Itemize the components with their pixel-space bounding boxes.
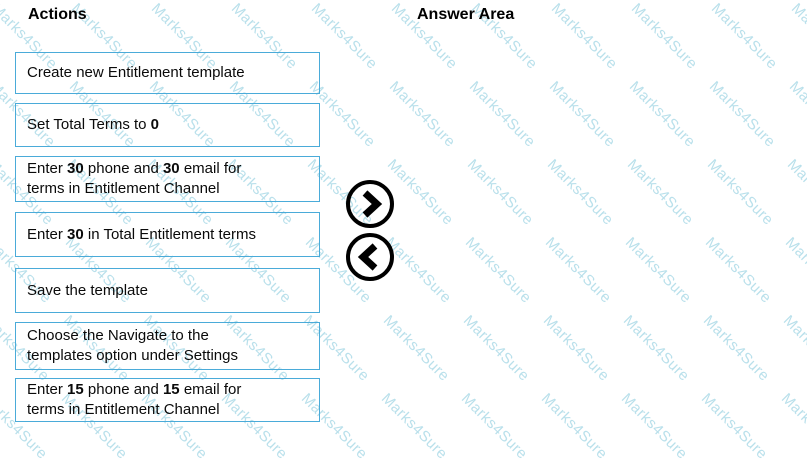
- action-item-label: Save the template: [27, 281, 148, 299]
- action-item-label: Enter 15 phone and 15 email for terms in …: [27, 381, 242, 418]
- answer-area-heading: Answer Area: [417, 6, 515, 23]
- action-item-label: Choose the Navigate to the templates opti…: [27, 327, 238, 364]
- chevron-right-icon: [350, 184, 390, 224]
- chevron-left-icon: [350, 237, 390, 277]
- action-item[interactable]: Choose the Navigate to the templates opti…: [15, 322, 320, 370]
- move-left-button[interactable]: [346, 233, 394, 281]
- move-right-button[interactable]: [346, 180, 394, 228]
- action-item[interactable]: Enter 15 phone and 15 email for terms in …: [15, 378, 320, 422]
- action-item-label: Enter 30 in Total Entitlement terms: [27, 225, 257, 243]
- action-item-label: Enter 30 phone and 30 email for terms in …: [27, 160, 242, 197]
- actions-heading: Actions: [28, 6, 87, 23]
- action-item[interactable]: Create new Entitlement template: [15, 52, 320, 94]
- action-item[interactable]: Enter 30 phone and 30 email for terms in …: [15, 156, 320, 202]
- answer-area-dropzone[interactable]: [410, 34, 800, 434]
- action-item[interactable]: Enter 30 in Total Entitlement terms: [15, 212, 320, 257]
- action-item-label: Create new Entitlement template: [27, 64, 245, 82]
- action-item[interactable]: Save the template: [15, 268, 320, 313]
- action-item-label: Set Total Terms to 0: [27, 116, 160, 134]
- action-item[interactable]: Set Total Terms to 0: [15, 103, 320, 147]
